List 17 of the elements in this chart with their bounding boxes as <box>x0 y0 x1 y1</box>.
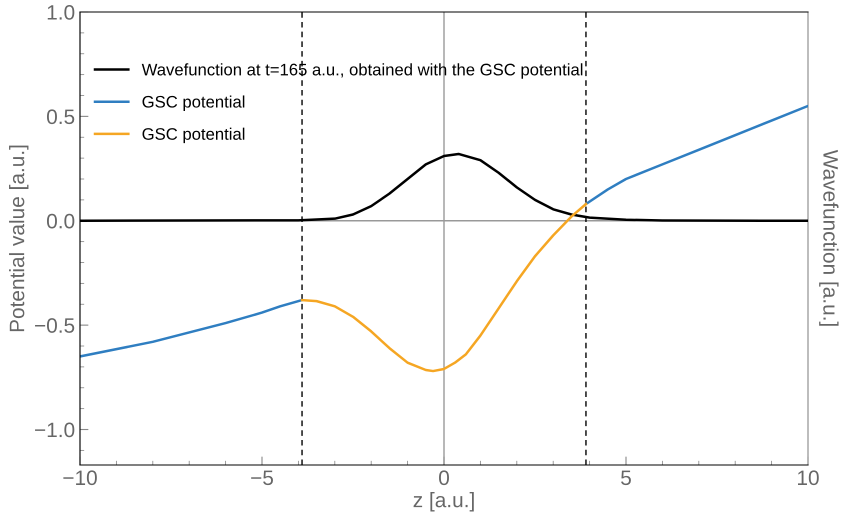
y-tick-label: −0.5 <box>35 318 74 333</box>
x-tick-label: 0 <box>439 470 449 486</box>
y-tick-label: 0.0 <box>46 214 74 229</box>
legend-label: GSC potential <box>142 128 244 144</box>
legend-label: Wavefunction at t=165 a.u., obtained with the GSC potential <box>142 63 582 79</box>
line-series <box>300 202 588 372</box>
x-tick-label: −10 <box>63 470 97 486</box>
x-tick-label: 5 <box>621 470 631 486</box>
y-tick-label: 1.0 <box>48 5 74 20</box>
y-tick-label: 0.5 <box>46 109 74 124</box>
x-tick-label: −5 <box>251 470 274 486</box>
y2-axis-title: Wavefunction [a.u.] <box>819 150 839 326</box>
legend-label: GSC potential <box>142 95 244 111</box>
x-axis-title: z [a.u.] <box>414 492 474 512</box>
x-tick-label: 10 <box>798 470 819 486</box>
y-tick-label: −1.0 <box>35 422 74 438</box>
y-axis-title: Potential value [a.u.] <box>9 146 28 332</box>
